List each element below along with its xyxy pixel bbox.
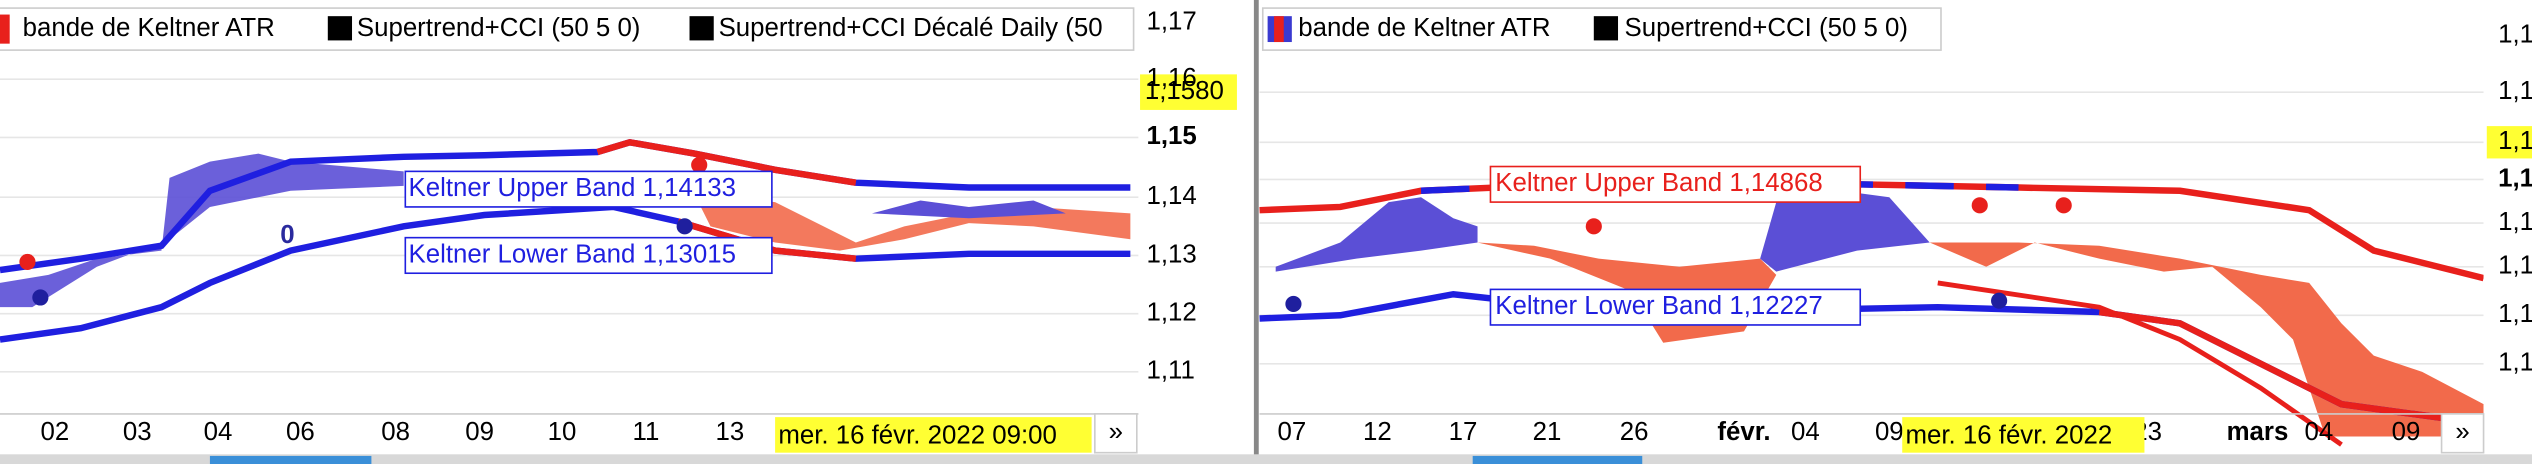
cloud [871, 200, 1066, 219]
x-tick-label: 10 [548, 418, 577, 446]
y-tick-label: 1,11 [1147, 357, 1195, 385]
y-tick-label: 1,1 [2498, 300, 2532, 328]
price-tag: 1,1580 [1145, 77, 1224, 105]
y-tick-label: 1,17 [1147, 7, 1197, 35]
tab[interactable] [209, 455, 372, 464]
x-tick-label: 04 [1791, 418, 1820, 446]
x-tick-label: 13 [716, 418, 745, 446]
legend-icon [689, 16, 714, 41]
label-box [1094, 413, 1138, 454]
label-box [404, 236, 773, 275]
y-tick-label: 1,1 [2498, 208, 2532, 236]
x-tick-label: mars [2227, 418, 2289, 446]
x-tick-label: 02 [41, 418, 70, 446]
upper-band-red [596, 138, 857, 186]
band-label: Keltner Upper Band 1,14868 [1495, 169, 1822, 197]
legend-icon [327, 16, 353, 41]
y-tick-label: 1,1 [2498, 252, 2532, 280]
trend-line [1937, 280, 2343, 447]
x-tick-label: 07 [1277, 418, 1306, 446]
dot [1285, 295, 1302, 313]
x-tick-label: 04 [2304, 418, 2333, 446]
y-tick-label: 1,1 [2498, 349, 2532, 377]
dot [1991, 292, 2008, 309]
x-tick-label: 21 [1533, 418, 1562, 446]
x-tick-label: févr. [1717, 418, 1770, 446]
label-box [0, 7, 1135, 51]
tab[interactable] [1472, 455, 1643, 464]
scroll-button[interactable]: » [2455, 418, 2469, 446]
scroll-button[interactable]: » [1109, 418, 1123, 446]
legend-item: bande de Keltner ATR [1298, 14, 1550, 42]
band-label: Keltner Upper Band 1,14133 [409, 174, 736, 202]
x-tick-label: 04 [204, 418, 233, 446]
cloud [1760, 190, 1930, 272]
x-tick-label: 09 [2392, 418, 2421, 446]
legend-item: bande de Keltner ATR [23, 14, 275, 42]
legend-icon [1593, 16, 1619, 41]
x-tick-label: 03 [123, 418, 152, 446]
dot [676, 218, 693, 235]
y-tick-label: 1,12 [1147, 298, 1197, 326]
legend-item: Supertrend+CCI Décalé Daily (50 [719, 14, 1103, 42]
y-tick-label: 1,16 [1147, 64, 1197, 92]
label-box [404, 170, 773, 208]
label-box [1489, 288, 1862, 326]
price-tag-bg [2486, 126, 2532, 159]
dot [1585, 218, 1602, 235]
x-tick-label: 17 [1449, 418, 1478, 446]
y-tick-label: 1,1 [2498, 77, 2532, 105]
label-box [1902, 417, 2145, 453]
y-tick-label: 1,14 [1147, 182, 1197, 210]
x-tick-label: 09 [1875, 418, 1904, 446]
tab-strip [0, 454, 2532, 464]
marker: 0 [280, 221, 294, 249]
legend-item: Supertrend+CCI (50 5 0) [1624, 14, 1908, 42]
y-tick-label: 1,13 [1147, 240, 1197, 268]
x-tick-label: 09 [465, 418, 494, 446]
x-tick-label: 11 [633, 418, 660, 446]
y-tick-label: 1,15 [1147, 122, 1197, 150]
x-tick-label: 26 [1620, 418, 1649, 446]
label-box [775, 417, 1092, 453]
x-tick-label: 06 [286, 418, 315, 446]
band-label: Keltner Lower Band 1,13015 [409, 240, 736, 268]
price-tag-bg [1140, 74, 1237, 110]
x-tick-label: 12 [1363, 418, 1392, 446]
right-y-axis [2483, 0, 2532, 464]
dot [32, 289, 49, 306]
legend-icon [1274, 16, 1284, 43]
cursor-date: mer. 16 févr. 2022 09:00 [778, 421, 1057, 449]
cloud [1929, 242, 2484, 437]
y-tick-label: 1,1 [2498, 20, 2532, 48]
legend-icon [0, 14, 10, 44]
legend-item: Supertrend+CCI (50 5 0) [357, 14, 641, 42]
dot [691, 156, 708, 173]
lower-band-red [677, 218, 857, 262]
band-label: Keltner Lower Band 1,12227 [1495, 292, 1822, 320]
label-box [2440, 413, 2485, 454]
dot [19, 253, 36, 270]
x-tick-label: 08 [381, 418, 410, 446]
dot [2055, 197, 2072, 214]
lower-band-red [2098, 308, 2484, 427]
y-tick-label: 1,1 [2498, 164, 2532, 192]
cursor-date: mer. 16 févr. 2022 [1905, 421, 2112, 449]
label-box [1489, 165, 1862, 203]
y-tick-label: 1,1 [2498, 127, 2532, 155]
cloud [1275, 197, 1478, 272]
dot [1971, 197, 1988, 214]
